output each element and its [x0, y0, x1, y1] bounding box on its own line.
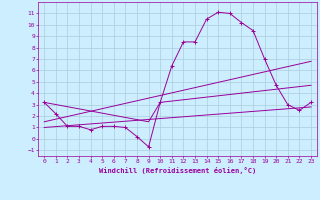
- X-axis label: Windchill (Refroidissement éolien,°C): Windchill (Refroidissement éolien,°C): [99, 167, 256, 174]
